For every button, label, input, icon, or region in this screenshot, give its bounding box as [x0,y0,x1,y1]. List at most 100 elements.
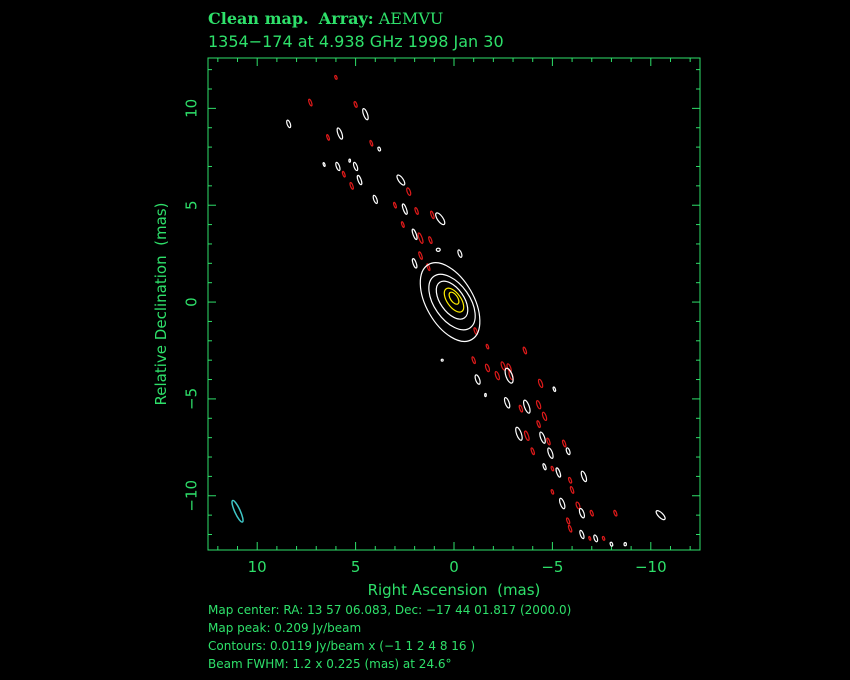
positive-contour [655,510,666,521]
negative-contour [326,134,331,141]
positive-contour [411,228,418,241]
positive-contour [504,367,514,384]
negative-contour [589,509,594,517]
negative-contour [550,465,555,472]
positive-contour [322,162,326,168]
negative-contour [406,187,412,196]
x-tick-label: 10 [248,558,267,576]
map-center-text: Map center: RA: 13 57 06.083, Dec: −17 4… [208,603,572,617]
negative-contour [430,210,435,220]
negative-contour [417,232,424,244]
negative-contour [428,236,433,245]
y-tick-label: −5 [183,388,201,410]
positive-contour [579,529,585,540]
negative-contour [349,181,354,190]
positive-contour [286,119,292,129]
positive-contour [356,174,363,186]
negative-contour [522,346,528,355]
positive-contour [547,447,554,459]
negative-contour [536,420,541,429]
negative-contour [546,437,551,446]
negative-contour [518,404,524,413]
negative-contour [568,476,573,484]
positive-contour [348,158,352,163]
y-tick-label: 10 [183,99,201,118]
negative-contour [588,535,592,541]
positive-contour [396,174,406,186]
negative-contour [341,170,346,178]
positive-contour [401,203,408,215]
core-contour [428,273,476,331]
negative-contour [353,101,358,108]
positive-contour [377,146,382,152]
positive-contour [362,107,369,121]
negative-contour [530,447,535,456]
contours-text: Contours: 0.0119 Jy/beam x (−1 1 2 4 8 1… [208,639,476,653]
x-axis-label: Right Ascension (mas) [368,581,541,599]
negative-contour [541,411,548,422]
tick-labels: 10 5 0 −5 −10 10 5 0 −5 −10 [183,99,667,576]
core-contour [448,291,460,305]
positive-contour [372,194,378,205]
core-contour [419,262,481,342]
positive-contour [623,542,627,547]
negative-contour [471,356,476,365]
positive-contour [578,507,586,519]
positive-contour [558,497,566,510]
negative-contour [601,535,606,541]
positive-contour [435,247,441,252]
positive-contour [609,541,614,547]
map-title: Clean map. Array: AEMVU [208,9,443,28]
x-tick-label: −5 [541,558,563,576]
negative-contour [308,98,313,107]
positive-contour [565,447,571,456]
beam-group [231,499,244,523]
title-prefix: Clean map. [208,9,309,28]
positive-contour [593,534,599,543]
positive-contour [503,396,511,409]
positive-contour [555,467,562,478]
negative-contour [484,363,491,373]
plot-frame [207,57,701,551]
x-tick-label: 0 [449,558,459,576]
positive-contour [457,249,463,258]
y-tick-label: 5 [183,200,201,210]
positive-contour [435,212,446,226]
negative-contour [561,439,567,448]
positive-contour [580,470,588,483]
positive-contour [539,431,546,444]
negative-contour [537,378,544,389]
map-peak-text: Map peak: 0.209 Jy/beam [208,621,362,635]
negative-contour [613,509,618,517]
x-tick-label: −10 [635,558,667,576]
negative-contour [369,139,374,147]
negative-contour [535,400,542,410]
beam-text: Beam FWHM: 1.2 x 0.225 (mas) at 24.6° [208,657,452,671]
array-label: Array: [318,9,374,28]
negative-contour [567,524,573,533]
negative-contour [550,489,555,495]
y-axis-label: Relative Declination (mas) [152,203,170,406]
positive-contour [411,258,418,269]
negative-contour [485,343,490,350]
array-value: AEMVU [378,9,444,28]
positive-contour [484,392,487,398]
positive-contour [440,358,444,362]
negative-contour [494,370,500,381]
positive-contour [515,426,523,441]
positive-contour [352,161,359,172]
tick-marks [208,58,700,550]
negative-contour [523,430,530,441]
beam-ellipse [231,499,244,523]
negative-contour [418,251,423,260]
negative-contour [569,485,575,494]
negative-contour [334,74,338,80]
negative-contour [414,207,419,215]
positive-contour [336,127,344,140]
core-contour [443,287,465,313]
negative-contour [392,201,397,209]
x-tick-label: 5 [351,558,361,576]
map-subtitle: 1354−174 at 4.938 GHz 1998 Jan 30 [208,32,504,51]
y-tick-label: 0 [183,297,201,307]
